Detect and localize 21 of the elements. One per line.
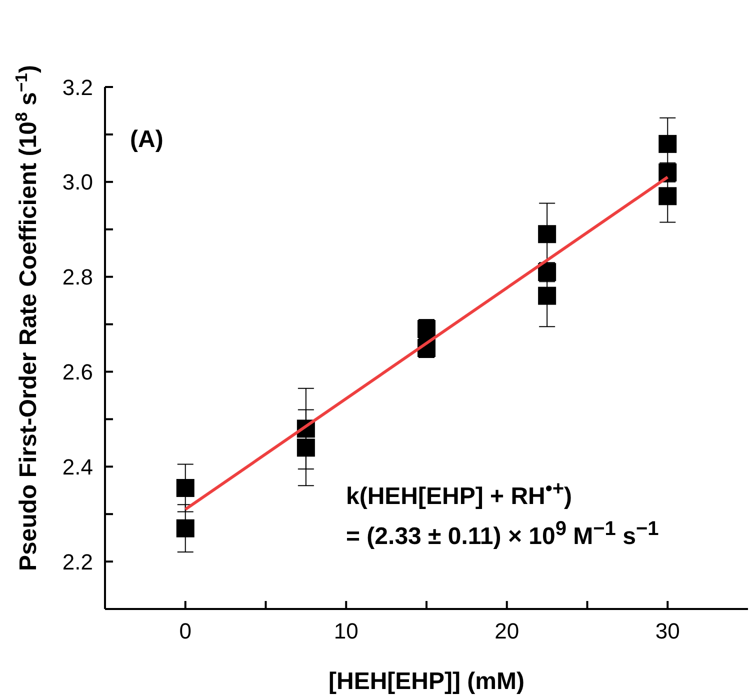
point	[296, 438, 315, 457]
y-tick-label: 2.4	[62, 454, 93, 480]
point	[176, 478, 194, 497]
y-tick-label: 2.8	[62, 264, 93, 290]
y-tick-label: 2.2	[62, 549, 93, 574]
annotation: k(HEH[EHP] + RH$^{•+}$)	[346, 478, 572, 511]
x-axis-title: [HEH[EHP]] (mM)	[328, 668, 524, 695]
point	[658, 134, 677, 153]
point	[658, 187, 677, 206]
point	[538, 225, 556, 244]
y-tick-label: 3.0	[62, 170, 93, 195]
annotation: = (2.33 ± 0.11) × 10$^{9}$ M$^{−1}$ s$^{−1}$	[346, 518, 659, 551]
x-tick-label: 10	[334, 618, 358, 644]
y-tick-label: 3.2	[62, 74, 93, 100]
point	[176, 519, 194, 538]
point	[538, 286, 556, 305]
x-tick-label: 30	[655, 618, 680, 644]
y-tick-label: 2.6	[62, 360, 93, 385]
x-tick-label: 20	[494, 618, 520, 644]
annotation: (A)	[130, 126, 164, 154]
x-tick-label: 0	[179, 618, 192, 644]
